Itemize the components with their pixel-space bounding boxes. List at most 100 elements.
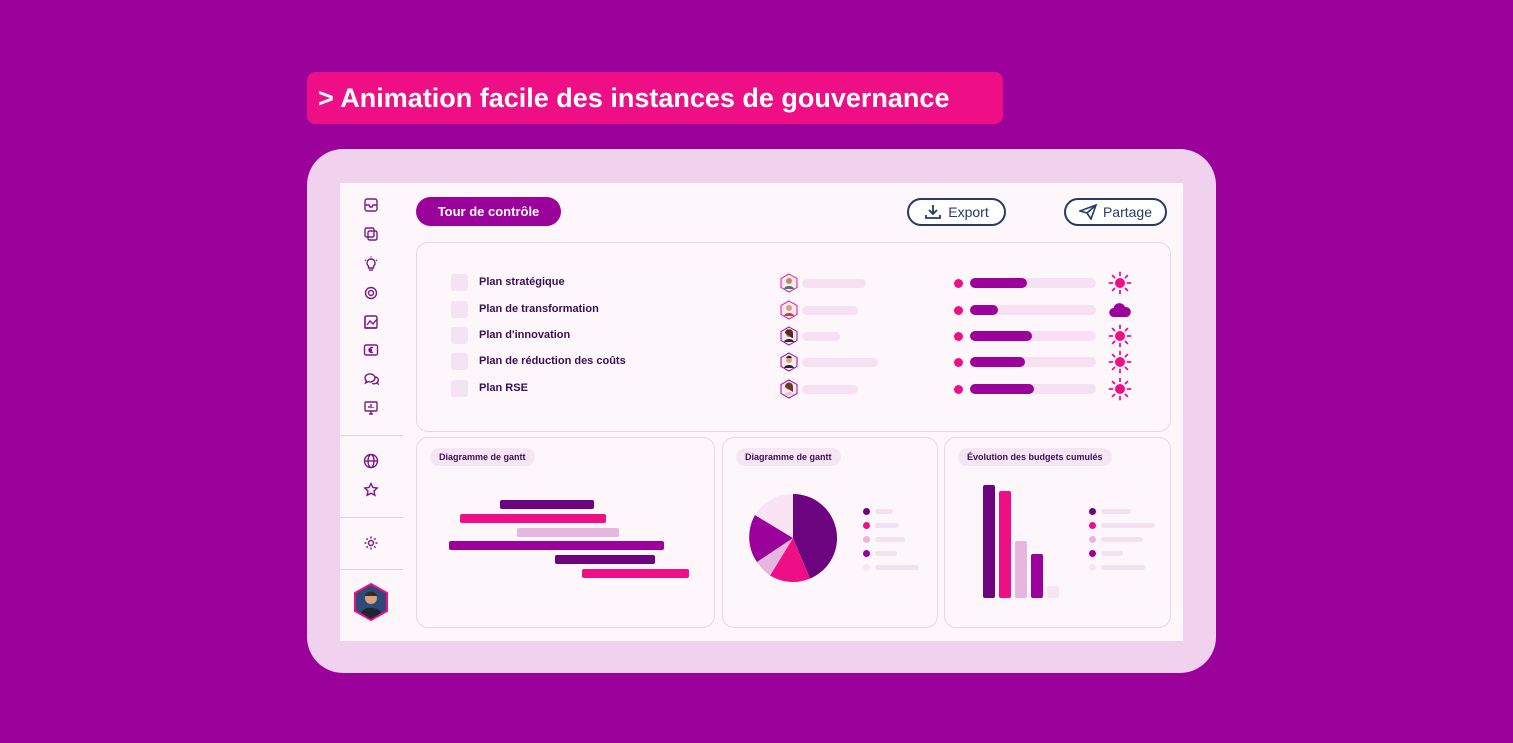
plan-row[interactable]: Plan de transformation [417, 300, 1172, 322]
legend-label-placeholder [1101, 509, 1131, 514]
chat-icon[interactable] [362, 370, 380, 388]
sidebar-divider [340, 435, 403, 436]
pie-slice [749, 515, 793, 562]
sun-icon [1108, 271, 1132, 295]
chart-image-icon[interactable] [362, 313, 380, 331]
legend-dot [1089, 508, 1096, 515]
legend-label-placeholder [875, 551, 897, 556]
owner-avatar [780, 326, 798, 346]
pie-chart [749, 493, 838, 583]
legend-dot [1089, 564, 1096, 571]
owner-name-placeholder [802, 279, 866, 288]
headline-banner: > Animation facile des instances de gouv… [307, 72, 1003, 124]
budget-bar [999, 491, 1011, 598]
tour-de-controle-button[interactable]: Tour de contrôle [416, 197, 561, 226]
legend-dot [1089, 522, 1096, 529]
target-icon[interactable] [362, 284, 380, 302]
gantt-card: Diagramme de gantt [416, 437, 715, 628]
legend-label-placeholder [875, 523, 899, 528]
row-checkbox[interactable] [451, 301, 468, 318]
budget-bar [1015, 541, 1027, 598]
legend-dot [863, 564, 870, 571]
plan-name: Plan d'innovation [479, 329, 571, 341]
legend-dot [1089, 550, 1096, 557]
status-dot [954, 306, 963, 315]
share-button[interactable]: Partage [1064, 198, 1167, 226]
progress-fill [970, 384, 1035, 394]
legend-label-placeholder [875, 509, 893, 514]
star-icon[interactable] [362, 481, 380, 499]
app-screen: Tour de contrôle Export Partage Plan str… [340, 183, 1183, 641]
progress-fill [970, 331, 1032, 341]
owner-name-placeholder [802, 358, 878, 367]
legend-dot [1089, 536, 1096, 543]
status-dot [954, 385, 963, 394]
owner-name-placeholder [802, 332, 840, 341]
presentation-icon[interactable] [362, 399, 380, 417]
pie-slice [757, 538, 793, 576]
status-dot [954, 358, 963, 367]
legend-label-placeholder [1101, 565, 1145, 570]
gantt-bar [517, 528, 619, 537]
export-button[interactable]: Export [907, 198, 1006, 226]
progress-track [970, 278, 1096, 288]
plan-name: Plan de transformation [479, 303, 599, 315]
status-dot [954, 332, 963, 341]
progress-fill [970, 305, 998, 315]
legend-label-placeholder [875, 565, 919, 570]
plan-row[interactable]: Plan de réduction des coûts [417, 350, 1172, 374]
gantt-bar [460, 514, 606, 523]
gantt-bar [555, 555, 655, 564]
gear-icon[interactable] [362, 534, 380, 552]
legend-dot [863, 522, 870, 529]
progress-fill [970, 278, 1027, 288]
share-label: Partage [1102, 204, 1153, 220]
export-label: Export [948, 204, 989, 220]
legend-dot [863, 550, 870, 557]
card-title: Diagramme de gantt [736, 448, 841, 466]
plan-row[interactable]: Plan stratégique [417, 271, 1172, 295]
gantt-bar [449, 541, 664, 550]
row-checkbox[interactable] [451, 274, 468, 291]
owner-name-placeholder [802, 385, 858, 394]
cloud-icon [1109, 303, 1131, 318]
budget-bar [1047, 586, 1059, 598]
currency-icon[interactable] [362, 341, 380, 359]
legend-label-placeholder [1101, 551, 1123, 556]
owner-avatar [780, 352, 798, 372]
card-title: Évolution des budgets cumulés [958, 448, 1112, 466]
sun-icon [1108, 324, 1132, 348]
gantt-bar [500, 500, 594, 509]
pie-card: Diagramme de gantt [722, 437, 938, 628]
lightbulb-icon[interactable] [362, 255, 380, 273]
inbox-icon[interactable] [362, 196, 380, 214]
progress-fill [970, 357, 1026, 367]
legend-label-placeholder [1101, 523, 1155, 528]
legend-label-placeholder [875, 537, 905, 542]
row-checkbox[interactable] [451, 380, 468, 397]
sidebar-divider [340, 517, 403, 518]
owner-avatar [780, 379, 798, 399]
row-checkbox[interactable] [451, 353, 468, 370]
globe-icon[interactable] [362, 452, 380, 470]
owner-avatar [780, 300, 798, 320]
progress-track [970, 305, 1096, 315]
plan-row[interactable]: Plan RSE [417, 377, 1172, 401]
gantt-bar [582, 569, 689, 578]
pie-slice [770, 538, 810, 583]
plan-row[interactable]: Plan d'innovation [417, 324, 1172, 348]
owner-name-placeholder [802, 306, 858, 315]
budget-bar [983, 485, 995, 598]
budget-card: Évolution des budgets cumulés [944, 437, 1171, 628]
progress-track [970, 331, 1096, 341]
folders-icon[interactable] [362, 225, 380, 243]
sun-icon [1108, 377, 1132, 401]
row-checkbox[interactable] [451, 327, 468, 344]
avatar[interactable] [353, 583, 389, 621]
plan-name: Plan RSE [479, 382, 528, 394]
sidebar [340, 183, 403, 641]
plan-name: Plan stratégique [479, 276, 565, 288]
card-title: Diagramme de gantt [430, 448, 535, 466]
send-icon [1078, 204, 1097, 220]
legend-dot [863, 536, 870, 543]
